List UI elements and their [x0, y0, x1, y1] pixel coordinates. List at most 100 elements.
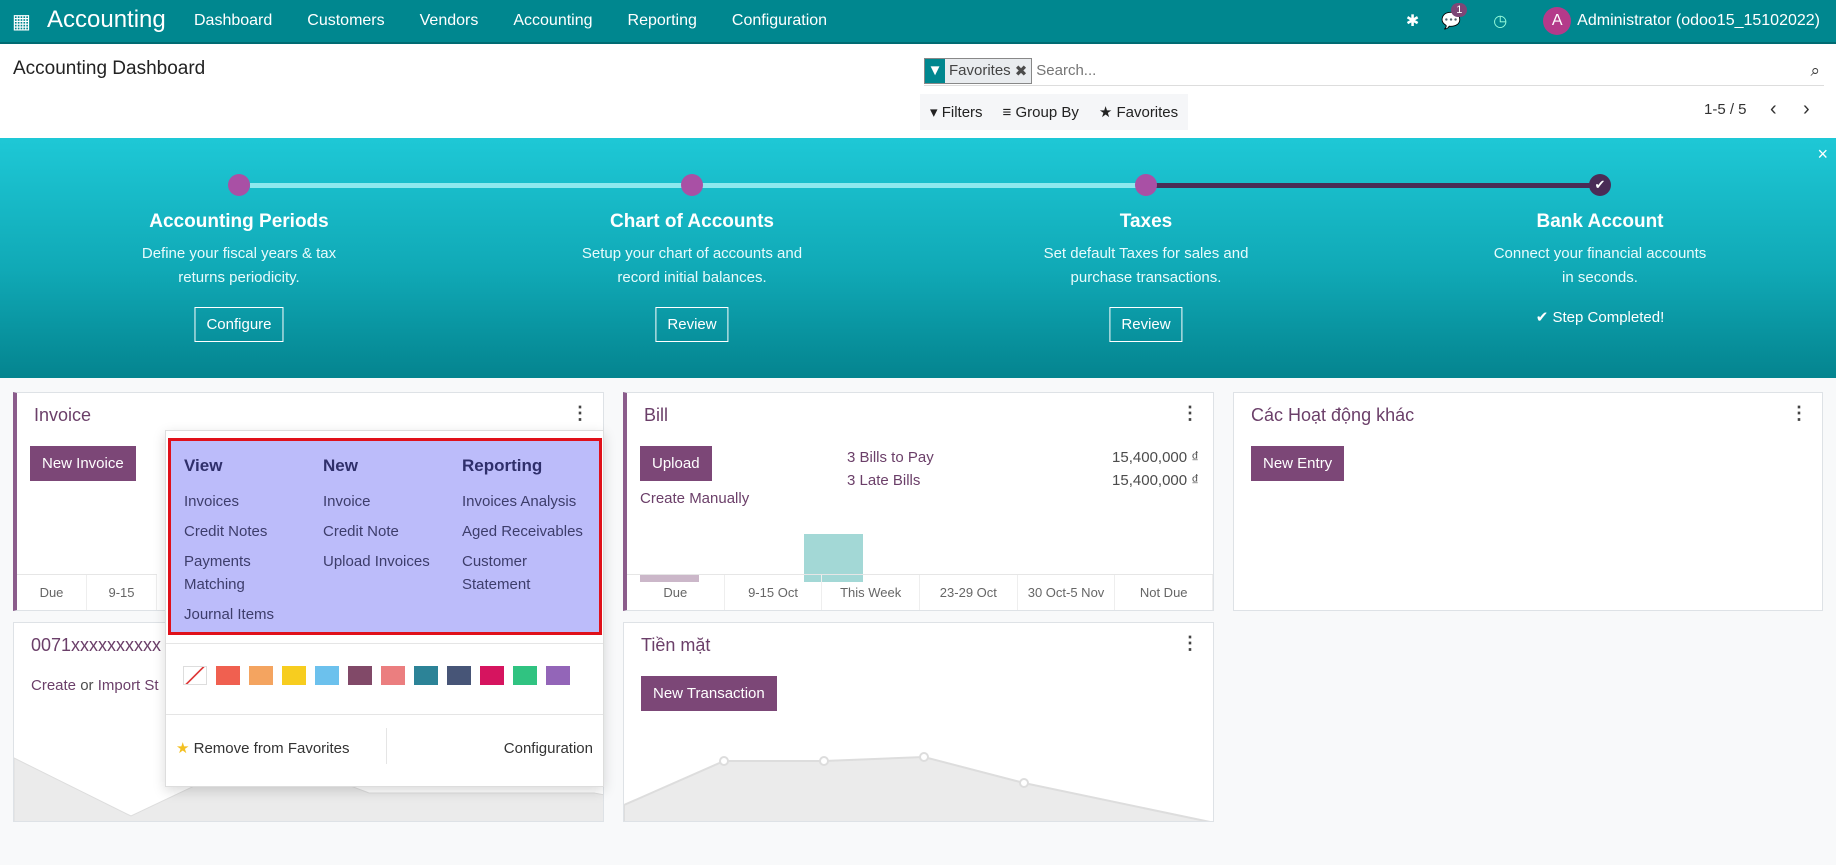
- user-name: Administrator (odoo15_15102022): [1577, 12, 1820, 29]
- bug-icon[interactable]: ✱: [1405, 13, 1420, 30]
- cash-graph: [624, 752, 1211, 821]
- upload-button[interactable]: Upload: [640, 446, 712, 481]
- axis-label: This Week: [822, 575, 921, 610]
- search-icon[interactable]: ⌕: [1810, 60, 1820, 80]
- color-swatch[interactable]: [348, 666, 372, 685]
- group-by-label: Group By: [1015, 103, 1079, 121]
- misc-operations-card: Các Hoạt động khác ⋮ New Entry: [1233, 392, 1823, 611]
- page-title: Accounting Dashboard: [13, 58, 206, 79]
- color-swatch[interactable]: [480, 666, 504, 685]
- menu-vendors[interactable]: Vendors: [419, 12, 479, 29]
- card-title[interactable]: Các Hoạt động khác: [1251, 405, 1415, 425]
- menu-dashboard[interactable]: Dashboard: [194, 12, 273, 29]
- new-invoice-button[interactable]: New Invoice: [30, 446, 136, 481]
- color-picker: [183, 666, 579, 685]
- new-transaction-button[interactable]: New Transaction: [641, 676, 777, 711]
- review-button[interactable]: Review: [655, 307, 729, 342]
- menu-configuration[interactable]: Configuration: [731, 12, 828, 29]
- card-title[interactable]: Tiền mặt: [641, 635, 711, 655]
- menu-item-new-invoice[interactable]: Invoice: [323, 493, 371, 510]
- favorites-button[interactable]: ★ Favorites: [1098, 104, 1179, 121]
- axis-label: Not Due: [1115, 575, 1214, 610]
- bills-to-pay-link[interactable]: 3 Bills to Pay: [847, 449, 934, 466]
- step-completed: ✔ Step Completed!: [1535, 309, 1665, 326]
- bills-to-pay-amount: 15,400,000 ₫: [1112, 449, 1199, 466]
- app-name[interactable]: Accounting: [47, 6, 166, 33]
- axis-label: 30 Oct-5 Nov: [1018, 575, 1116, 610]
- close-banner-icon[interactable]: ×: [1817, 144, 1828, 164]
- view-header: View: [184, 456, 223, 475]
- clock-icon[interactable]: ◷: [1493, 13, 1508, 30]
- kebab-menu-icon[interactable]: ⋮: [1181, 403, 1199, 423]
- cash-card: Tiền mặt ⋮ New Transaction: [623, 622, 1214, 822]
- new-header: New: [323, 456, 358, 475]
- create-link[interactable]: Create: [31, 677, 77, 694]
- menu-accounting[interactable]: Accounting: [513, 12, 593, 29]
- menu-item-journal-items[interactable]: Journal Items: [184, 606, 275, 623]
- bank-graph: [14, 752, 603, 821]
- search-facet: ▼ Favorites ✖: [924, 57, 1033, 84]
- card-title[interactable]: Bill: [644, 405, 669, 425]
- new-entry-button[interactable]: New Entry: [1251, 446, 1345, 481]
- late-bills-link[interactable]: 3 Late Bills: [847, 472, 921, 489]
- view-column: View Invoices Credit Notes Payments Matc…: [184, 456, 274, 633]
- pager-next-icon[interactable]: ›: [1803, 98, 1810, 120]
- apps-grid-icon[interactable]: ▦: [12, 11, 31, 33]
- review-button[interactable]: Review: [1109, 307, 1183, 342]
- facet-label: Favorites: [949, 62, 1011, 79]
- pager-value[interactable]: 1-5 / 5: [1704, 101, 1747, 118]
- star-icon: ★: [176, 740, 190, 757]
- reporting-header: Reporting: [462, 456, 543, 475]
- step-title: Taxes: [1119, 211, 1173, 232]
- menu-item-payments-matching[interactable]: Payments Matching: [184, 553, 251, 593]
- configuration-link[interactable]: Configuration: [503, 740, 593, 757]
- menu-item-aged-receivables[interactable]: Aged Receivables: [462, 523, 583, 540]
- messages-badge: 1: [1451, 3, 1468, 17]
- menu-item-invoices-analysis[interactable]: Invoices Analysis: [462, 493, 577, 510]
- color-swatch[interactable]: [282, 666, 306, 685]
- axis-label: 9-15: [87, 575, 157, 610]
- color-swatch[interactable]: [216, 666, 240, 685]
- import-link[interactable]: Import Sta: [97, 677, 159, 694]
- color-swatch[interactable]: [381, 666, 405, 685]
- step-description: Connect your financial accounts in second…: [1493, 245, 1707, 286]
- menu-reporting[interactable]: Reporting: [627, 12, 697, 29]
- chat-icon[interactable]: 💬 1: [1441, 3, 1468, 31]
- color-swatch[interactable]: [315, 666, 339, 685]
- pager-prev-icon[interactable]: ‹: [1770, 98, 1777, 120]
- configure-button[interactable]: Configure: [194, 307, 284, 342]
- kebab-menu-icon[interactable]: ⋮: [1181, 633, 1199, 653]
- group-by-button[interactable]: ≡ Group By: [1002, 103, 1079, 121]
- filters-button[interactable]: ▾ Filters: [930, 104, 983, 121]
- menu-item-customer-statement[interactable]: Customer Statement: [462, 553, 531, 593]
- menu-item-new-credit-note[interactable]: Credit Note: [323, 523, 399, 540]
- color-swatch[interactable]: [249, 666, 273, 685]
- step-done-check-icon: ✔: [1589, 174, 1611, 196]
- color-swatch[interactable]: [513, 666, 537, 685]
- step-dot: [1135, 174, 1157, 196]
- color-swatch[interactable]: [414, 666, 438, 685]
- bill-card: Bill ⋮ Upload Create Manually 3 Bills to…: [623, 392, 1214, 611]
- color-swatch[interactable]: [546, 666, 570, 685]
- step-title: Bank Account: [1536, 211, 1664, 232]
- bar-due[interactable]: [640, 575, 699, 582]
- axis-label: Due: [17, 575, 87, 610]
- kebab-menu-icon[interactable]: ⋮: [1790, 403, 1808, 423]
- facet-remove-icon[interactable]: ✖: [1014, 62, 1028, 80]
- color-swatch-none[interactable]: [183, 666, 207, 685]
- menu-customers[interactable]: Customers: [307, 12, 385, 29]
- menu-item-upload-invoices[interactable]: Upload Invoices: [323, 553, 430, 570]
- kebab-menu-icon[interactable]: ⋮: [571, 403, 589, 423]
- menu-item-credit-notes[interactable]: Credit Notes: [184, 523, 268, 540]
- menu-item-invoices[interactable]: Invoices: [184, 493, 240, 510]
- step-title: Accounting Periods: [149, 211, 329, 232]
- reporting-column: Reporting Invoices Analysis Aged Receiva…: [462, 456, 583, 603]
- create-manually-link[interactable]: Create Manually: [640, 490, 750, 507]
- color-swatch[interactable]: [447, 666, 471, 685]
- late-bills-amount: 15,400,000 ₫: [1112, 472, 1199, 489]
- card-title[interactable]: Invoice: [34, 405, 92, 425]
- search-input[interactable]: [1036, 62, 1811, 79]
- remove-from-favorites[interactable]: ★ Remove from Favorites: [176, 740, 350, 757]
- user-menu[interactable]: A Administrator (odoo15_15102022): [1543, 7, 1820, 35]
- card-title[interactable]: 0071xxxxxxxxxx: [31, 635, 162, 655]
